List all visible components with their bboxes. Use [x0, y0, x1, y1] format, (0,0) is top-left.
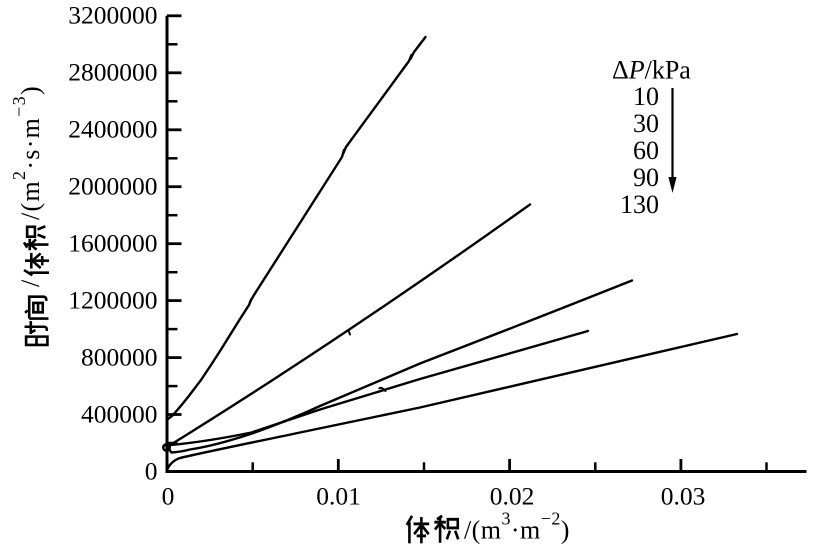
svg-text:400000: 400000 — [81, 399, 158, 428]
svg-text:0: 0 — [162, 481, 175, 510]
svg-text:ΔP/kPa: ΔP/kPa — [612, 56, 691, 85]
svg-text:60: 60 — [633, 136, 659, 165]
svg-text:0.02: 0.02 — [490, 481, 535, 510]
svg-text:0.03: 0.03 — [661, 481, 706, 510]
svg-text:0: 0 — [145, 456, 158, 485]
svg-text:1200000: 1200000 — [68, 286, 157, 315]
svg-text:10: 10 — [633, 82, 659, 111]
svg-text:0.01: 0.01 — [316, 481, 361, 510]
svg-text:2400000: 2400000 — [68, 115, 157, 144]
svg-text:3200000: 3200000 — [68, 1, 157, 30]
svg-text:30: 30 — [633, 109, 659, 138]
svg-text:800000: 800000 — [81, 343, 158, 372]
svg-text:2800000: 2800000 — [68, 58, 157, 87]
svg-text:2000000: 2000000 — [68, 172, 157, 201]
svg-text:90: 90 — [633, 163, 659, 192]
svg-text:130: 130 — [620, 190, 659, 219]
svg-text:/: / — [16, 279, 45, 287]
svg-text:1600000: 1600000 — [68, 229, 157, 258]
